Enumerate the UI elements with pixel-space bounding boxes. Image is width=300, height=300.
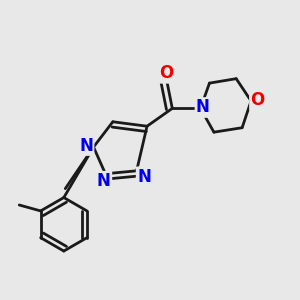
Text: N: N <box>196 98 210 116</box>
Text: N: N <box>137 168 151 186</box>
Text: N: N <box>79 136 93 154</box>
Text: O: O <box>159 64 173 82</box>
Text: O: O <box>250 92 265 110</box>
Text: N: N <box>97 172 111 190</box>
